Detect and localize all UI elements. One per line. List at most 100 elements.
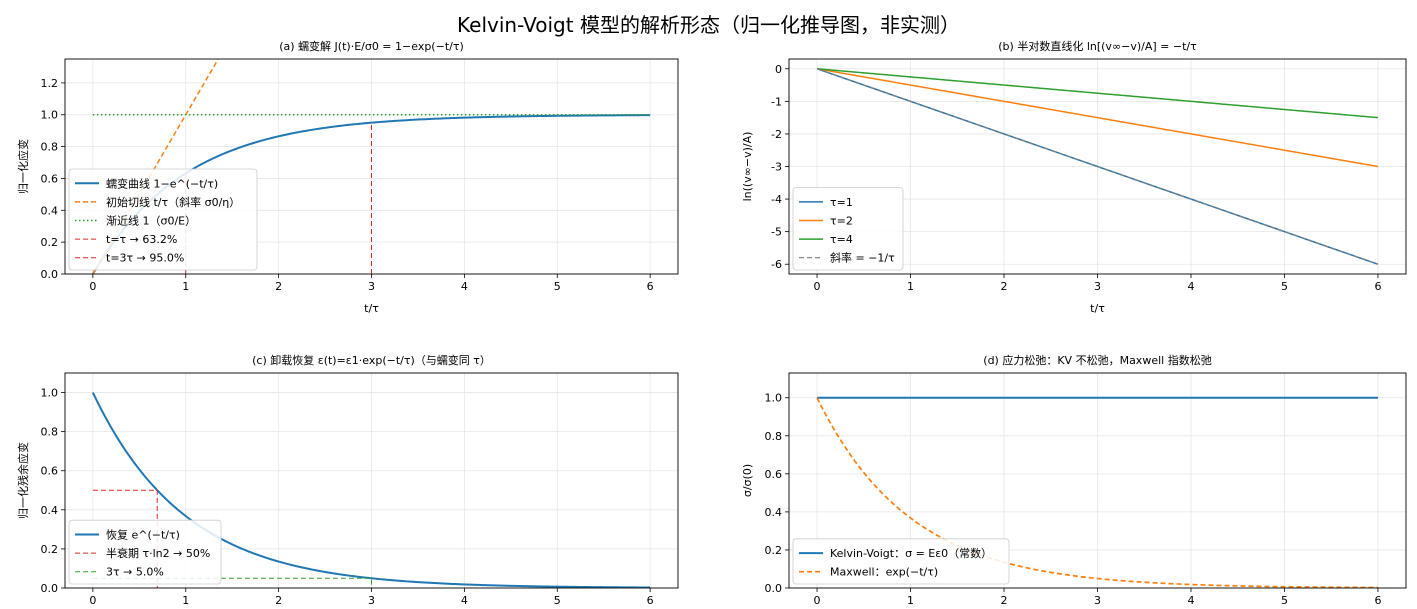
x-tick-label: 3	[1094, 280, 1101, 293]
legend-entry: τ=2	[830, 215, 853, 228]
x-tick-label: 4	[461, 280, 468, 293]
x-tick-label: 6	[647, 594, 654, 607]
x-tick-label: 0	[814, 594, 821, 607]
series-line-b-3	[816, 68, 1379, 265]
y-tick-label: -6	[771, 258, 782, 271]
panel-d: 0 1 2 3 4 5 6 0.0 0.2 0.4 0.6 0.8 1.0 (d) 应力松弛：KV 不松弛…	[741, 353, 1407, 607]
legend-box	[68, 519, 222, 585]
y-tick-label: 0.2	[765, 544, 783, 557]
x-tick-label: 3	[368, 594, 375, 607]
x-tick-label: 4	[1187, 280, 1194, 293]
x-tick-label: 1	[182, 594, 189, 607]
legend-c: 恢复 e^(−t/τ) 半衰期 τ·ln2 → 50% 3τ → 5.0%	[68, 519, 222, 585]
series-line-b-1	[816, 68, 1379, 168]
y-tick-label: 0.8	[765, 430, 783, 443]
legend-box	[792, 187, 904, 271]
legend-box	[792, 538, 1010, 585]
y-tick-label: 1.0	[41, 109, 59, 122]
x-tick-label: 2	[275, 594, 282, 607]
y-axis-label-b: ln((v∞−v)/A)	[741, 132, 754, 202]
panel-c: 0 1 2 3 4 5 6 0.0 0.2 0.4 0.6 0.8 1.0 (c) 卸载恢复 ε(t)=ε…	[16, 353, 679, 607]
series-line-d-1	[816, 397, 1378, 588]
y-tick-label: -1	[771, 95, 782, 108]
y-tick-label: 1.2	[41, 77, 59, 90]
chart-title-a: (a) 蠕变解 J(t)·E/σ0 = 1−exp(−t/τ)	[279, 39, 464, 53]
legend-entry: 3τ → 5.0%	[106, 566, 164, 579]
y-tick-label: 0.6	[41, 172, 59, 185]
y-tick-label: 0.8	[41, 426, 59, 439]
x-tick-label: 2	[275, 280, 282, 293]
x-tick-label: 5	[1281, 280, 1288, 293]
y-tick-label: 0.4	[41, 204, 59, 217]
y-tick-label: 0.0	[765, 582, 783, 595]
panel-b: 0 1 2 3 4 5 6 0 -1 -2 -3 -4 -5 -6 (b) 半对数直线化 ln[(v∞−v)…	[741, 39, 1407, 315]
x-tick-label: 2	[1001, 594, 1008, 607]
chart-title-d: (d) 应力松弛：KV 不松弛，Maxwell 指数松弛	[983, 353, 1211, 367]
legend-entry: 渐近线 1（σ0/E）	[106, 214, 196, 228]
legend-box	[68, 168, 258, 271]
x-tick-label: 0	[814, 280, 821, 293]
chart-title-c: (c) 卸载恢复 ε(t)=ε1·exp(−t/τ)（与蠕变同 τ）	[252, 353, 491, 367]
y-tick-label: 0.0	[41, 582, 59, 595]
y-tick-label: 0.6	[765, 468, 783, 481]
legend-entry: 蠕变曲线 1−e^(−t/τ)	[106, 176, 218, 190]
x-tick-label: 2	[1001, 280, 1008, 293]
series-line-a-1	[92, 59, 220, 274]
legend-entry: 恢复 e^(−t/τ)	[106, 528, 180, 542]
x-tick-label: 1	[907, 594, 914, 607]
y-tick-label: 0	[775, 63, 782, 76]
x-tick-label: 0	[89, 594, 96, 607]
legend-entry: 初始切线 t/τ（斜率 σ0/η）	[106, 195, 240, 209]
y-tick-label: 1.0	[41, 387, 59, 400]
legend-entry: 斜率 = −1/τ	[830, 251, 895, 265]
x-tick-label: 6	[647, 280, 654, 293]
plot-area-b	[816, 68, 1379, 265]
x-tick-label: 1	[182, 280, 189, 293]
legend-entry: τ=1	[830, 196, 853, 209]
y-tick-label: -3	[771, 161, 782, 174]
x-tick-label: 1	[907, 280, 914, 293]
y-tick-label: -2	[771, 128, 782, 141]
legend-entry: t=3τ → 95.0%	[106, 252, 184, 265]
x-tick-label: 0	[89, 280, 96, 293]
legend-b: τ=1 τ=2 τ=4 斜率 = −1/τ	[792, 187, 904, 271]
y-tick-label: 0.0	[41, 268, 59, 281]
y-tick-label: 0.6	[41, 465, 59, 478]
x-tick-label: 6	[1374, 594, 1381, 607]
legend-entry: 半衰期 τ·ln2 → 50%	[106, 546, 210, 560]
legend-entry: t=τ → 63.2%	[106, 233, 177, 246]
legend-entry: Kelvin-Voigt：σ = Eε0（常数）	[830, 547, 992, 560]
x-axis-label-b: t/τ	[1090, 302, 1105, 315]
series-line-c-0	[91, 392, 651, 588]
y-tick-label: 1.0	[765, 392, 783, 405]
y-axis-label-c: 归一化残余应变	[16, 442, 30, 519]
y-tick-label: 0.4	[41, 504, 59, 517]
y-axis-label-a: 归一化应变	[16, 139, 30, 194]
figure-title: Kelvin-Voigt 模型的解析形态（归一化推导图，非实测）	[457, 13, 960, 37]
x-tick-label: 3	[368, 280, 375, 293]
x-tick-label: 3	[1094, 594, 1101, 607]
legend-entry: Maxwell：exp(−t/τ)	[830, 566, 938, 579]
x-tick-label: 4	[1187, 594, 1194, 607]
panel-a: 0 1 2 3 4 5 6 0.0 0.2 0.4 0.6 0.8 1.0 1.2 (a) 蠕变解 J(t)…	[16, 39, 679, 315]
x-tick-label: 4	[461, 594, 468, 607]
chart-title-b: (b) 半对数直线化 ln[(v∞−v)/A] = −t/τ	[998, 39, 1197, 53]
y-tick-label: 0.4	[765, 506, 783, 519]
y-tick-label: 0.8	[41, 141, 59, 154]
series-line-b-2	[816, 68, 1379, 119]
y-tick-label: 0.2	[41, 236, 59, 249]
legend-a: 蠕变曲线 1−e^(−t/τ) 初始切线 t/τ（斜率 σ0/η） 渐近线 1（σ0…	[68, 168, 258, 271]
x-tick-label: 5	[554, 280, 561, 293]
x-tick-label: 5	[554, 594, 561, 607]
x-tick-label: 6	[1374, 280, 1381, 293]
y-tick-label: -5	[771, 226, 782, 239]
y-tick-label: -4	[771, 193, 782, 206]
x-axis-label-a: t/τ	[364, 302, 379, 315]
y-tick-label: 0.2	[41, 543, 59, 556]
x-tick-label: 5	[1281, 594, 1288, 607]
y-axis-label-d: σ/σ(0)	[741, 464, 754, 497]
legend-entry: τ=4	[830, 233, 853, 246]
legend-d: Kelvin-Voigt：σ = Eε0（常数） Maxwell：exp(−t/τ…	[792, 538, 1010, 585]
plot-area-d	[816, 396, 1378, 588]
